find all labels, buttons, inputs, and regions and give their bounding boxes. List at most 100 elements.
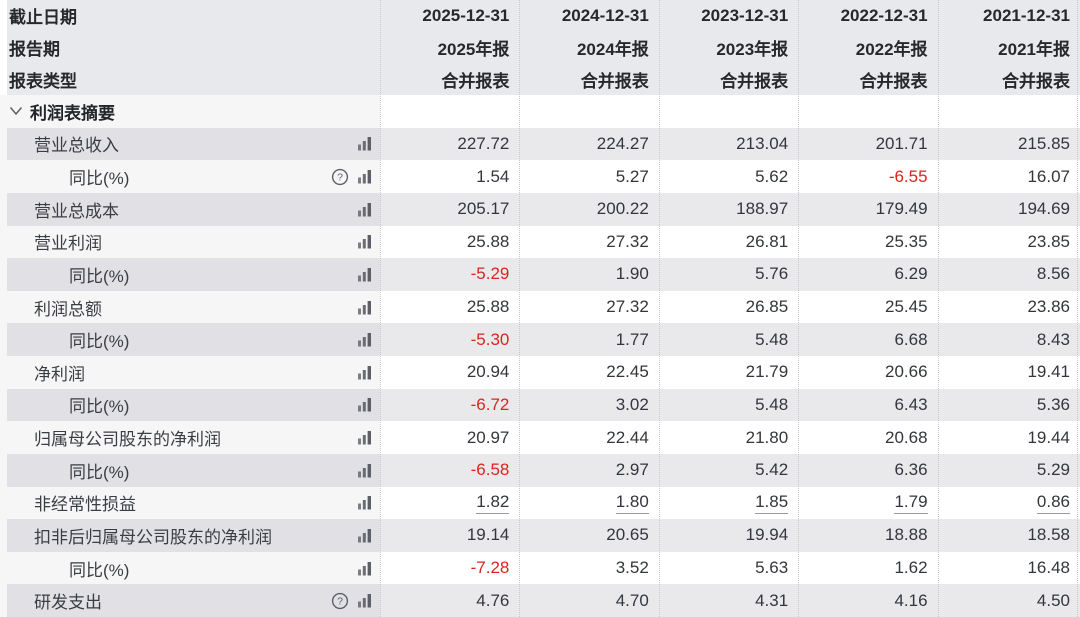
table-row[interactable]: 研发支出? 4.76 4.70 4.31 4.16 4.50: [0, 584, 1080, 617]
value-cell: 27.32: [519, 232, 658, 252]
value-cell: 25.45: [798, 297, 937, 317]
bar-chart-icon[interactable]: [357, 495, 372, 510]
table-row[interactable]: 扣非后归属母公司股东的净利润 19.14 20.65 19.94 18.88 18.58: [0, 519, 1080, 552]
value: 213.04: [736, 133, 789, 153]
value-cell: 19.44: [938, 428, 1080, 448]
value-cell: 22.45: [519, 362, 658, 382]
value: 25.35: [885, 231, 928, 251]
value-cell: 1.79: [798, 492, 937, 514]
table-row[interactable]: 同比(%) -6.72 3.02 5.48 6.43 5.36: [0, 388, 1080, 422]
value: 6.43: [894, 394, 928, 414]
row-label: 同比(%): [69, 169, 130, 189]
value-cell: 1.80: [519, 492, 658, 514]
table-row[interactable]: 净利润 20.94 22.45 21.79 20.66 19.41: [0, 356, 1080, 389]
table-row[interactable]: 利润总额 25.88 27.32 26.85 25.45 23.86: [0, 290, 1080, 324]
value: 4.50: [1036, 590, 1070, 610]
question-icon[interactable]: ?: [331, 592, 349, 610]
table-row[interactable]: 归属母公司股东的净利润 20.97 22.44 21.80 20.68 19.44: [0, 421, 1080, 454]
header-statement-type: 合并报表: [441, 71, 510, 91]
value: 20.65: [606, 525, 649, 545]
bar-chart-icon[interactable]: [357, 528, 372, 543]
value-cell: 2.97: [519, 460, 658, 480]
table-row[interactable]: 非经常性损益 1.82 1.80 1.85 1.79 0.86: [0, 486, 1080, 520]
bar-chart-icon[interactable]: [357, 332, 372, 347]
row-label: 同比(%): [69, 462, 130, 482]
bar-chart-icon[interactable]: [357, 234, 372, 249]
value[interactable]: 1.80: [615, 492, 649, 514]
row-label: 净利润: [34, 364, 85, 384]
bar-chart-icon[interactable]: [357, 267, 372, 282]
value: 23.86: [1027, 297, 1070, 317]
row-label-cell: 归属母公司股东的净利润: [0, 421, 380, 454]
bar-chart-icon[interactable]: [357, 169, 372, 184]
value-cell: 27.32: [519, 297, 658, 317]
table-row[interactable]: 同比(%) -5.30 1.77 5.48 6.68 8.43: [0, 323, 1080, 356]
row-label-cell: 研发支出?: [0, 584, 380, 617]
value-cell: 16.07: [938, 167, 1080, 187]
value[interactable]: 0.86: [1036, 492, 1070, 514]
row-icons: [357, 463, 372, 478]
value-cell: 213.04: [659, 134, 798, 154]
value-cell: 21.79: [659, 362, 798, 382]
value-cell: 6.43: [798, 395, 937, 415]
value-cell: 18.88: [798, 525, 937, 545]
row-icons: [357, 365, 372, 380]
value: 19.94: [745, 525, 789, 545]
bar-chart-icon[interactable]: [357, 136, 372, 151]
value: -6.72: [470, 394, 510, 414]
value-cell: 21.80: [659, 428, 798, 448]
table-row[interactable]: 营业总成本 205.17 200.22 188.97 179.49 194.69: [0, 192, 1080, 226]
value-cell: 4.76: [380, 591, 519, 611]
row-label-cell: 同比(%): [0, 453, 380, 487]
row-label-cell: 同比(%): [0, 258, 380, 291]
table-row[interactable]: 营业利润 25.88 27.32 26.81 25.35 23.85: [0, 225, 1080, 259]
value: 21.79: [745, 362, 789, 382]
table-row[interactable]: 同比(%) -6.58 2.97 5.42 6.36 5.29: [0, 453, 1080, 487]
value: 4.31: [755, 590, 789, 610]
bar-chart-icon[interactable]: [357, 430, 372, 445]
value-cell: 205.17: [380, 199, 519, 219]
row-label: 利润总额: [34, 299, 102, 319]
bar-chart-icon[interactable]: [357, 300, 372, 315]
value[interactable]: 1.82: [476, 492, 510, 514]
header-report-period: 2021年报: [998, 39, 1070, 59]
value: 18.58: [1027, 525, 1070, 545]
value[interactable]: 1.79: [894, 492, 928, 514]
value-cell: 1.85: [659, 492, 798, 514]
table-row[interactable]: 营业总收入 227.72 224.27 213.04 201.71 215.85: [0, 127, 1080, 161]
row-label-cell: 同比(%): [0, 551, 380, 585]
bar-chart-icon[interactable]: [357, 561, 372, 576]
table-row[interactable]: 同比(%) -5.29 1.90 5.76 6.29 8.56: [0, 258, 1080, 291]
section-row[interactable]: 利润表摘要: [0, 95, 1080, 128]
value-cell: -6.55: [798, 167, 937, 187]
value: 4.76: [476, 590, 510, 610]
value: 25.45: [885, 297, 928, 317]
value: 5.42: [755, 460, 789, 480]
row-label: 营业总收入: [34, 136, 119, 156]
table-row[interactable]: 同比(%) -7.28 3.52 5.63 1.62 16.48: [0, 551, 1080, 585]
value: -5.29: [470, 264, 510, 284]
bar-chart-icon[interactable]: [357, 463, 372, 478]
table-row[interactable]: 同比(%)? 1.54 5.27 5.62 -6.55 16.07: [0, 160, 1080, 193]
value-cell: 5.48: [659, 330, 798, 350]
row-icons: [357, 332, 372, 347]
value-cell: 215.85: [938, 134, 1080, 154]
value-cell: 23.86: [938, 297, 1080, 317]
chevron-down-icon[interactable]: [9, 106, 23, 116]
bar-chart-icon[interactable]: [357, 397, 372, 412]
value-cell: 3.52: [519, 558, 658, 578]
value: 224.27: [596, 133, 649, 153]
row-label-cell: 营业利润: [0, 225, 380, 259]
bar-chart-icon[interactable]: [357, 365, 372, 380]
row-icons: [357, 397, 372, 412]
bar-chart-icon[interactable]: [357, 202, 372, 217]
value[interactable]: 1.85: [755, 492, 789, 514]
row-icons: ?: [331, 168, 372, 186]
value-cell: 1.90: [519, 264, 658, 284]
value-cell: 6.36: [798, 460, 937, 480]
question-icon[interactable]: ?: [331, 168, 349, 186]
bar-chart-icon[interactable]: [357, 593, 372, 608]
row-label-cell: 非经常性损益: [0, 486, 380, 520]
value: 26.81: [745, 231, 789, 251]
row-label-cell: 利润总额: [0, 290, 380, 324]
